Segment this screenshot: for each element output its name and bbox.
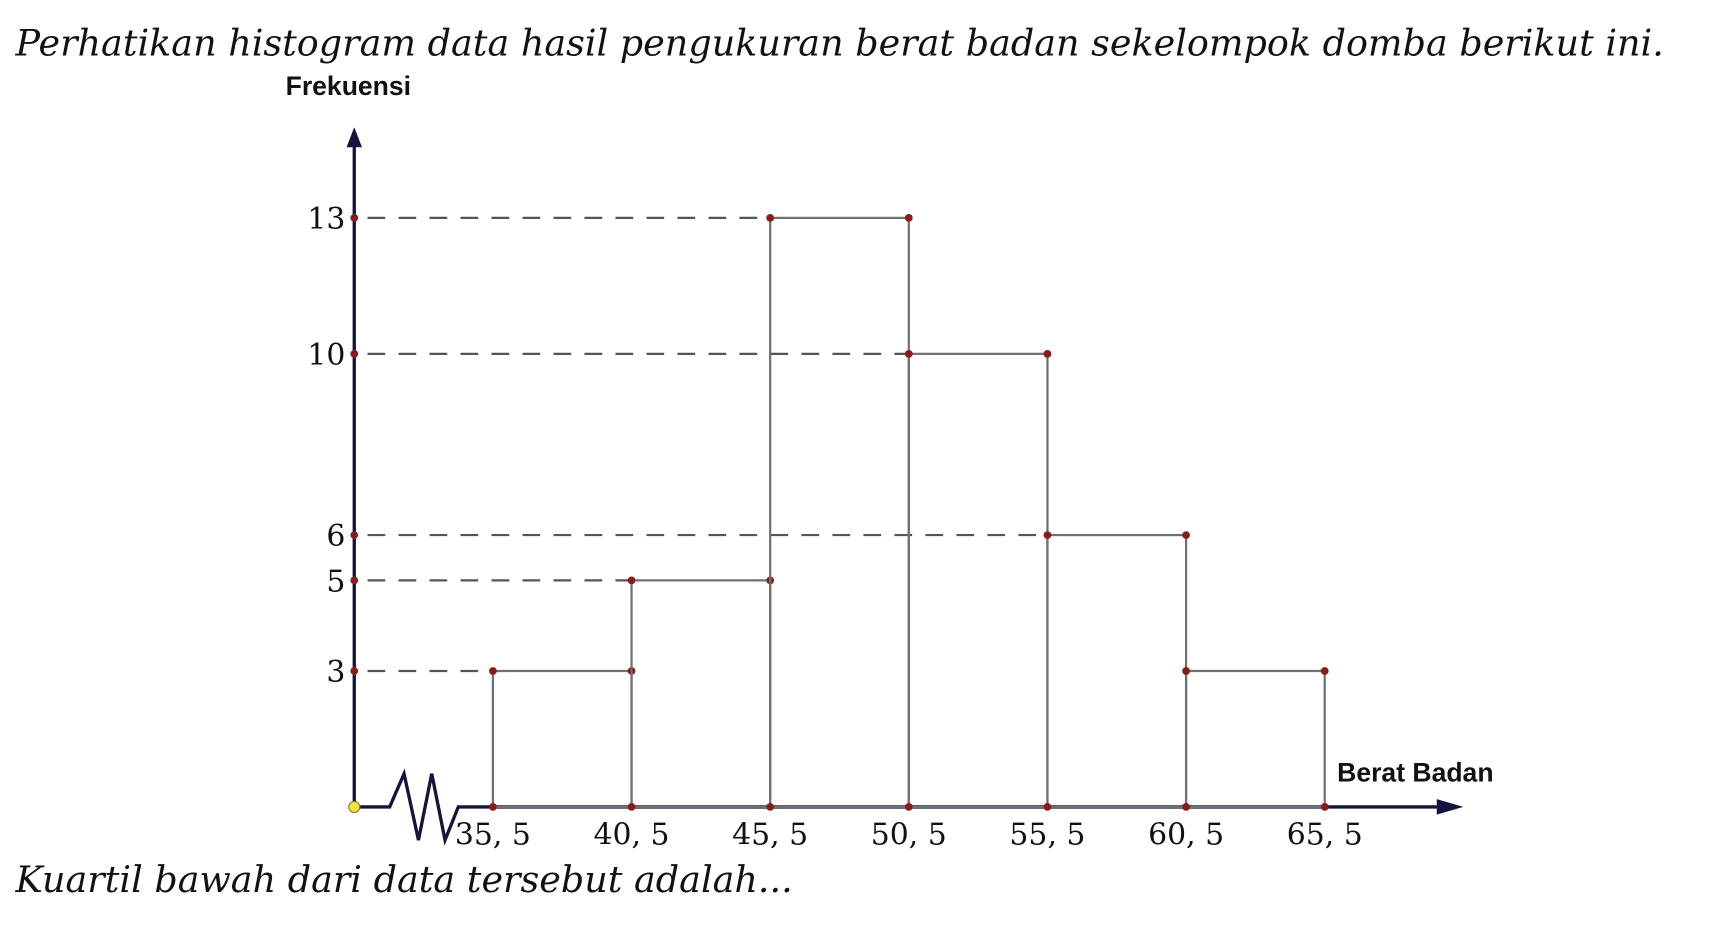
bar (907, 352, 1049, 809)
vertex-dot (1043, 349, 1052, 358)
edge-dot (766, 803, 775, 811)
y-tick-label: 13 (307, 202, 345, 237)
y-tick-label: 6 (326, 519, 345, 554)
y-axis-arrow (346, 127, 363, 148)
edge-dot (489, 803, 497, 811)
bar (769, 216, 910, 809)
vertex-dot (904, 349, 913, 358)
edge-dot (1043, 803, 1052, 811)
x-tick-label: 40, 5 (594, 818, 670, 853)
bar (1184, 669, 1326, 809)
y-tick-mark (350, 349, 359, 358)
vertex-dot (489, 667, 497, 675)
vertex-dot (904, 214, 913, 222)
y-tick-mark (350, 214, 359, 222)
bar (1046, 533, 1188, 809)
vertex-dot (1043, 531, 1052, 539)
bar (491, 669, 633, 809)
vertex-dot (766, 214, 775, 222)
intro-text: Perhatikan histogram data hasil pengukur… (15, 21, 1664, 64)
x-axis-label: Berat Badan (1337, 757, 1493, 787)
origin-dot (348, 800, 361, 814)
x-tick-label: 60, 5 (1148, 818, 1224, 853)
axis-break (354, 768, 1446, 846)
vertex-dot (1182, 667, 1190, 675)
edge-dot (904, 803, 913, 811)
vertex-dot (1320, 667, 1329, 675)
edge-dot (1182, 803, 1190, 811)
y-tick-label: 5 (326, 564, 345, 599)
edge-dot (627, 803, 636, 811)
y-tick-mark (350, 667, 359, 675)
edge-dot (1320, 803, 1329, 811)
bar (630, 579, 772, 809)
vertex-dot (1182, 531, 1190, 539)
x-tick-label: 45, 5 (732, 818, 808, 853)
x-tick-label: 35, 5 (455, 818, 531, 853)
x-tick-label: 65, 5 (1287, 818, 1363, 853)
x-tick-label: 50, 5 (871, 818, 947, 853)
x-tick-label: 55, 5 (1009, 818, 1085, 853)
question-text: Kuartil bawah dari data tersebut adalah.… (15, 858, 793, 901)
y-tick-mark (350, 576, 359, 585)
vertex-dot (627, 576, 636, 585)
x-axis-arrow (1436, 799, 1464, 815)
y-tick-label: 3 (326, 655, 345, 690)
y-tick-mark (350, 531, 359, 539)
y-tick-label: 10 (307, 338, 345, 373)
y-axis-label: Frekuensi (286, 71, 411, 101)
